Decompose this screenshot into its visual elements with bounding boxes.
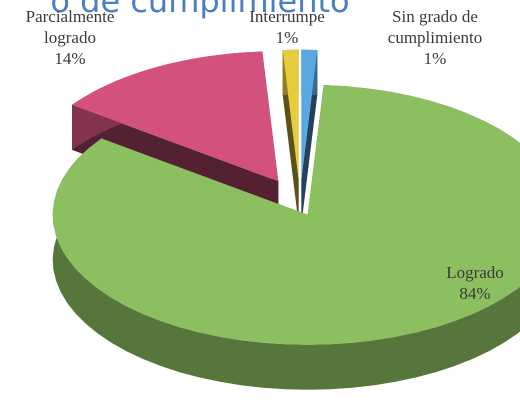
- slice: [282, 49, 299, 180]
- chart-title: o de cumplimiento: [50, 0, 350, 20]
- data-label-name: Sin grado de cumplimiento 1%: [360, 6, 510, 69]
- data-label-value: 1%: [423, 49, 447, 68]
- slice: [52, 85, 520, 345]
- data-label-value: 1%: [275, 28, 299, 47]
- data-label-value: 14%: [54, 49, 86, 68]
- data-label-name: Parcialmente logrado 14%: [10, 6, 130, 69]
- data-label-value: 84%: [459, 284, 491, 303]
- data-label-name: Logrado 84%: [420, 262, 520, 304]
- slice: [72, 51, 279, 182]
- data-label-name: Interrumpe 1%: [232, 6, 342, 48]
- slice: [301, 49, 318, 180]
